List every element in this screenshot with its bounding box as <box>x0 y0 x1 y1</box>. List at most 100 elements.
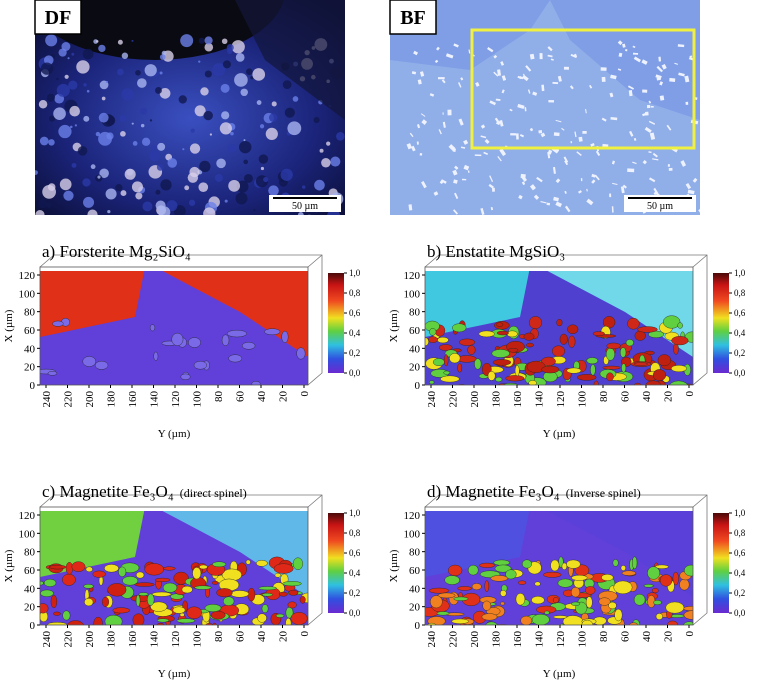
grain <box>221 38 228 45</box>
y-tick-label: 220 <box>63 631 75 648</box>
y-tick-label: 220 <box>63 391 75 408</box>
crystal <box>517 75 524 80</box>
grain <box>520 615 533 625</box>
y-tick-label: 200 <box>469 391 481 408</box>
grain <box>142 222 152 232</box>
grain <box>135 571 145 579</box>
grain <box>251 380 261 385</box>
crystal <box>659 95 665 101</box>
grain <box>159 71 163 75</box>
grain <box>56 77 59 81</box>
grain <box>307 214 311 215</box>
grain <box>45 202 52 209</box>
grain <box>329 225 341 237</box>
colorbar-label: 1,0 <box>349 268 361 278</box>
y-tick-label: 0 <box>299 391 311 397</box>
grain <box>93 616 103 625</box>
x-axis-label: X (µm) <box>388 549 400 582</box>
crystal <box>547 46 553 52</box>
grain <box>273 563 294 574</box>
crystal <box>540 200 547 204</box>
crystal <box>409 132 414 138</box>
crystal <box>474 154 482 157</box>
y-tick-label: 20 <box>663 391 675 403</box>
grain <box>620 565 626 571</box>
box-edge <box>692 494 708 508</box>
colorbar-label: 0,0 <box>734 368 746 378</box>
colorbar-label: 1,0 <box>734 508 746 518</box>
crystal <box>553 196 559 202</box>
grain <box>155 87 162 94</box>
x-tick-label: 100 <box>19 528 36 540</box>
grain <box>428 336 438 343</box>
grain <box>84 598 94 607</box>
crystal <box>458 118 464 126</box>
x-tick-label: 100 <box>404 528 421 540</box>
crystal <box>452 148 456 152</box>
grain <box>645 380 662 385</box>
crystal <box>561 127 565 131</box>
crystal <box>642 89 648 93</box>
crystal <box>678 72 685 77</box>
grain <box>120 190 127 197</box>
grain <box>168 223 177 232</box>
grain <box>633 382 642 385</box>
grain <box>319 148 324 153</box>
map-note: (Inverse spinel) <box>566 486 641 500</box>
grain <box>98 44 106 53</box>
grain <box>202 237 211 246</box>
y-tick-label: 240 <box>41 631 53 648</box>
grain <box>234 73 248 87</box>
grain <box>194 105 206 117</box>
x-tick-label: 120 <box>19 510 36 522</box>
crystal <box>573 53 578 58</box>
x-tick-label: 40 <box>409 583 421 595</box>
grain <box>261 592 273 597</box>
grain <box>586 357 599 365</box>
crystal <box>454 165 459 170</box>
crystal <box>552 81 559 85</box>
crystal <box>601 117 607 122</box>
crystal <box>653 192 657 196</box>
upper-phase <box>425 271 530 337</box>
grain <box>428 587 450 594</box>
grain <box>63 190 74 201</box>
grain <box>495 376 503 383</box>
crystal <box>627 168 635 173</box>
crystal <box>684 75 690 83</box>
grain <box>632 556 638 570</box>
grain <box>121 88 134 101</box>
crystal <box>484 139 490 145</box>
grain <box>162 582 178 593</box>
grain <box>680 384 690 385</box>
grain <box>292 96 299 102</box>
x-tick-label: 0 <box>415 620 421 632</box>
crystal <box>529 184 536 191</box>
grain <box>224 199 228 203</box>
grain <box>321 158 331 168</box>
grain <box>48 139 55 146</box>
crystal <box>527 89 531 94</box>
grain <box>443 370 451 375</box>
grain <box>479 562 496 568</box>
x-tick-label: 100 <box>19 288 36 300</box>
crystal <box>433 191 439 196</box>
grain <box>443 354 449 367</box>
grain <box>235 52 245 62</box>
crystal <box>625 48 628 52</box>
colorbar-label: 0,2 <box>349 588 360 598</box>
grain <box>590 364 596 376</box>
label-text: BF <box>400 7 426 29</box>
grain <box>104 564 119 573</box>
grain <box>430 595 443 609</box>
grain <box>284 107 295 118</box>
grain <box>121 52 129 59</box>
crystal <box>434 59 439 64</box>
grain <box>453 596 469 601</box>
grain <box>200 87 209 96</box>
grain <box>172 221 182 231</box>
crystal <box>617 68 622 71</box>
x-tick-label: 60 <box>24 325 36 337</box>
grain <box>85 566 93 573</box>
x-axis-label: X (µm) <box>3 549 15 582</box>
